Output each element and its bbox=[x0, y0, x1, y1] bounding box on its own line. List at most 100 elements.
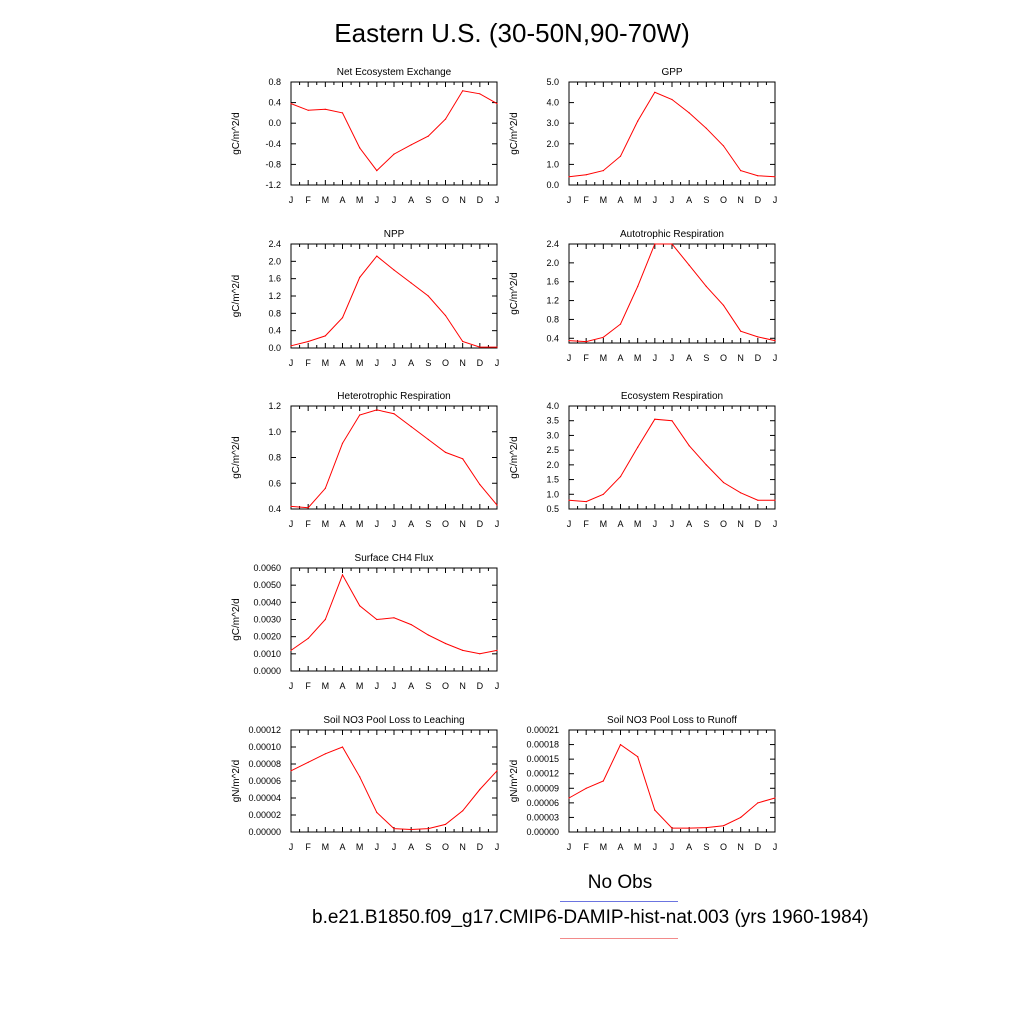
data-point bbox=[376, 255, 378, 257]
data-point bbox=[479, 788, 481, 791]
x-tick-label: D bbox=[755, 842, 762, 852]
y-axis-label: gC/m^2/d bbox=[231, 112, 242, 155]
x-tick-label: M bbox=[322, 519, 330, 529]
data-point bbox=[671, 420, 673, 422]
y-tick-label: 0.00012 bbox=[248, 725, 281, 735]
data-point bbox=[585, 174, 587, 176]
data-point bbox=[568, 340, 570, 342]
x-tick-label: D bbox=[755, 353, 762, 363]
data-point bbox=[410, 282, 412, 284]
x-tick-label: J bbox=[375, 842, 380, 852]
data-point bbox=[774, 176, 776, 178]
x-tick-label: M bbox=[634, 842, 642, 852]
x-tick-label: F bbox=[305, 519, 311, 529]
data-point bbox=[444, 642, 447, 645]
x-tick-label: J bbox=[375, 681, 380, 691]
series-line bbox=[568, 91, 776, 178]
data-point bbox=[479, 653, 481, 655]
y-tick-label: 1.0 bbox=[268, 427, 281, 437]
x-tick-label: S bbox=[425, 842, 431, 852]
x-tick-label: M bbox=[356, 842, 364, 852]
data-point bbox=[774, 340, 776, 342]
y-tick-label: 0.5 bbox=[546, 504, 559, 514]
data-point bbox=[359, 147, 361, 149]
x-tick-label: F bbox=[583, 842, 589, 852]
data-point bbox=[359, 605, 361, 607]
data-point bbox=[307, 637, 309, 640]
x-tick-label: A bbox=[408, 681, 414, 691]
x-tick-label: O bbox=[720, 842, 727, 852]
y-tick-label: 1.0 bbox=[546, 489, 559, 499]
data-point bbox=[376, 170, 378, 172]
x-tick-label: J bbox=[670, 842, 675, 852]
y-tick-label: 4.0 bbox=[546, 401, 559, 411]
x-tick-label: J bbox=[495, 358, 500, 368]
x-tick-label: D bbox=[755, 519, 762, 529]
x-tick-label: J bbox=[392, 681, 397, 691]
x-tick-label: J bbox=[567, 353, 572, 363]
data-point bbox=[654, 91, 656, 93]
x-tick-label: S bbox=[703, 195, 709, 205]
x-tick-label: J bbox=[773, 519, 778, 529]
x-tick-label: J bbox=[392, 358, 397, 368]
y-axis-label: gC/m^2/d bbox=[509, 436, 520, 479]
x-tick-label: M bbox=[356, 519, 364, 529]
data-point bbox=[307, 109, 309, 111]
data-point bbox=[444, 823, 447, 826]
x-tick-label: O bbox=[442, 681, 449, 691]
data-point bbox=[740, 816, 742, 819]
data-point bbox=[444, 118, 447, 120]
data-point bbox=[359, 414, 361, 416]
plot-title: Soil NO3 Pool Loss to Leaching bbox=[323, 715, 464, 726]
x-tick-label: D bbox=[755, 195, 762, 205]
x-tick-label: M bbox=[322, 195, 330, 205]
x-tick-label: N bbox=[459, 358, 466, 368]
y-tick-label: 0.00009 bbox=[526, 783, 559, 793]
data-point bbox=[410, 624, 412, 626]
data-point bbox=[740, 492, 742, 494]
y-tick-label: 0.0060 bbox=[253, 563, 281, 573]
y-tick-label: 2.0 bbox=[546, 460, 559, 470]
x-tick-label: O bbox=[720, 195, 727, 205]
x-tick-label: O bbox=[442, 195, 449, 205]
x-tick-label: J bbox=[289, 195, 294, 205]
data-point bbox=[444, 314, 447, 317]
data-point bbox=[496, 770, 498, 772]
data-point bbox=[393, 413, 395, 415]
data-point bbox=[654, 418, 656, 420]
series-line bbox=[290, 746, 498, 831]
x-tick-label: A bbox=[686, 842, 692, 852]
x-tick-label: M bbox=[634, 195, 642, 205]
data-point bbox=[496, 649, 498, 652]
data-point bbox=[479, 346, 481, 348]
plot-frame bbox=[290, 81, 498, 186]
y-tick-label: 0.0040 bbox=[253, 597, 281, 607]
data-point bbox=[705, 285, 707, 287]
y-tick-label: 3.0 bbox=[546, 118, 559, 128]
x-tick-label: D bbox=[477, 681, 484, 691]
plot-title: GPP bbox=[661, 67, 682, 78]
x-tick-label: M bbox=[600, 519, 608, 529]
y-tick-label: 1.2 bbox=[546, 296, 559, 306]
legend-case-line bbox=[560, 938, 678, 939]
y-tick-label: 0.00006 bbox=[248, 776, 281, 786]
legend-case-label: b.e21.B1850.f09_g17.CMIP6-DAMIP-hist-nat… bbox=[312, 907, 869, 928]
plot-title: Heterotrophic Respiration bbox=[337, 391, 450, 402]
x-tick-label: A bbox=[617, 353, 623, 363]
x-tick-label: J bbox=[773, 842, 778, 852]
x-tick-label: O bbox=[720, 353, 727, 363]
data-point bbox=[496, 504, 498, 506]
data-point bbox=[705, 827, 707, 829]
data-point bbox=[393, 153, 395, 155]
series-line bbox=[290, 573, 498, 655]
data-point bbox=[637, 285, 639, 287]
data-point bbox=[324, 487, 326, 489]
data-point bbox=[722, 304, 725, 306]
y-tick-label: 0.4 bbox=[268, 326, 281, 336]
x-tick-label: M bbox=[356, 195, 364, 205]
data-point bbox=[359, 276, 361, 278]
x-tick-label: S bbox=[425, 195, 431, 205]
x-tick-label: A bbox=[408, 842, 414, 852]
y-tick-label: -0.8 bbox=[265, 159, 281, 169]
data-point bbox=[290, 505, 292, 507]
